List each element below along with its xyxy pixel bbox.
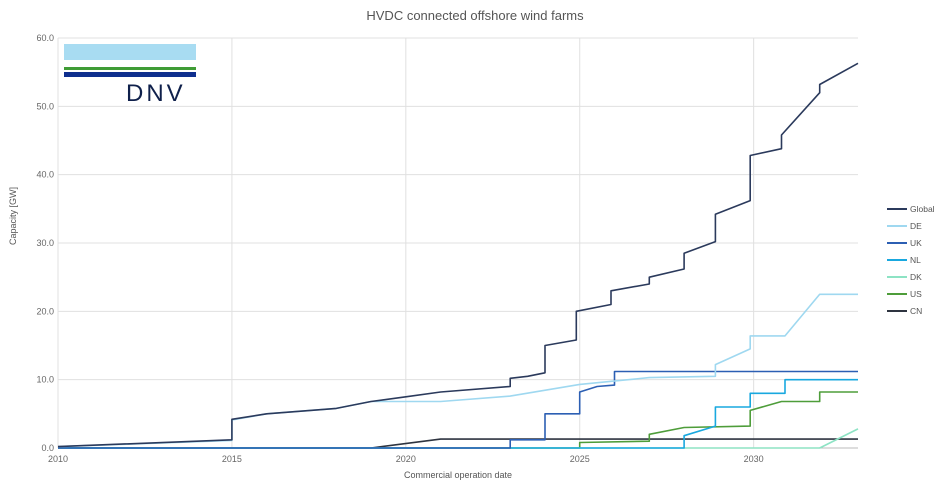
- dnv-logo: DNV: [62, 42, 198, 107]
- logo-bar-navy: [64, 72, 196, 77]
- legend-label: NL: [910, 255, 921, 265]
- logo-bar-green: [64, 67, 196, 70]
- legend-label: Global: [910, 204, 935, 214]
- y-tick-label: 20.0: [36, 306, 54, 316]
- legend-label: UK: [910, 238, 922, 248]
- y-tick-label: 0.0: [41, 443, 54, 453]
- legend-item-nl: NL: [887, 255, 921, 265]
- x-tick-label: 2015: [222, 454, 242, 464]
- chart-title: HVDC connected offshore wind farms: [366, 8, 584, 23]
- x-tick-labels: 2010 2015 2020 2025 2030: [48, 454, 764, 464]
- series-lines: [57, 62, 859, 449]
- legend-item-dk: DK: [887, 272, 922, 282]
- legend-item-de: DE: [887, 221, 922, 231]
- legend-item-us: US: [887, 289, 922, 299]
- legend: Global DE UK NL DK US CN: [887, 204, 935, 316]
- series-line-uk: [58, 370, 858, 449]
- legend-item-global: Global: [887, 204, 935, 214]
- x-tick-label: 2010: [48, 454, 68, 464]
- y-tick-label: 60.0: [36, 33, 54, 43]
- x-axis-title: Commercial operation date: [403, 470, 513, 480]
- y-tick-label: 50.0: [36, 101, 54, 111]
- series-line-cn: [58, 438, 858, 449]
- x-tick-label: 2025: [570, 454, 590, 464]
- y-tick-labels: 0.0 10.0 20.0 30.0 40.0 50.0 60.0: [36, 33, 54, 453]
- logo-bar-light: [64, 44, 196, 60]
- x-tick-label: 2030: [744, 454, 764, 464]
- y-tick-label: 40.0: [36, 170, 54, 180]
- x-tick-label: 2020: [396, 454, 416, 464]
- legend-item-cn: CN: [887, 306, 922, 316]
- series-line-nl: [58, 378, 858, 449]
- legend-label: DK: [910, 272, 922, 282]
- y-tick-label: 30.0: [36, 238, 54, 248]
- y-tick-label: 10.0: [36, 375, 54, 385]
- legend-item-uk: UK: [887, 238, 922, 248]
- legend-label: US: [910, 289, 922, 299]
- legend-label: DE: [910, 221, 922, 231]
- series-line-de: [57, 293, 858, 448]
- logo-text: DNV: [126, 80, 186, 107]
- series-line-us: [58, 391, 858, 449]
- legend-label: CN: [910, 306, 922, 316]
- series-line-global: [57, 62, 859, 448]
